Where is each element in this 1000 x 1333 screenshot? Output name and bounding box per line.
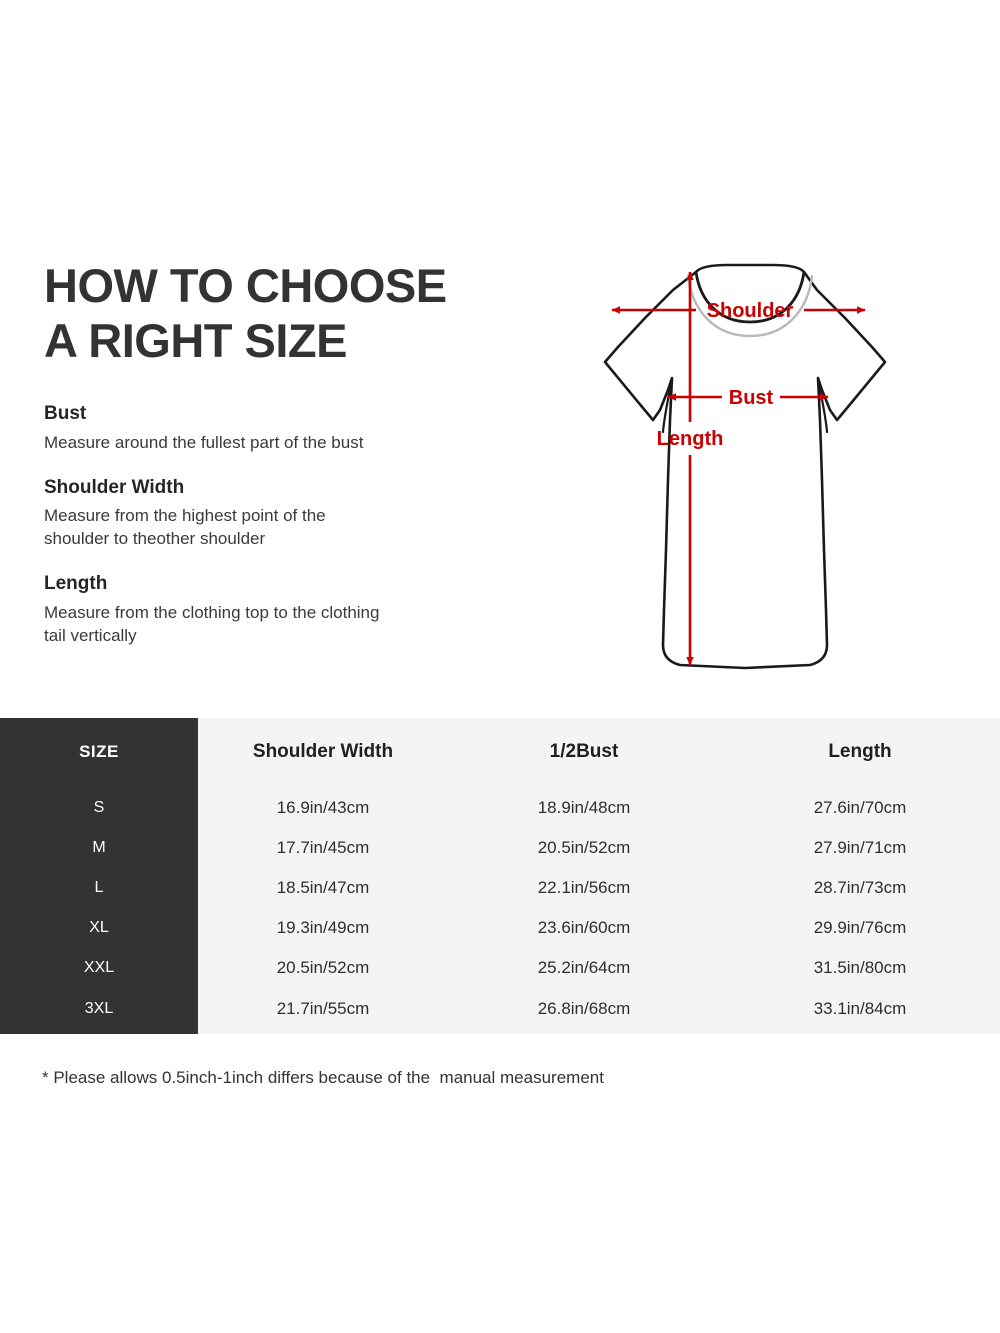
measurement-term-bust: Bust [44, 402, 87, 424]
cell-half-bust: 26.8in/68cm [537, 999, 631, 1018]
table-row: XXL 20.5in/52cm 25.2in/64cm 31.5in/80cm [0, 948, 1000, 988]
measurement-description-length: Measure from the clothing top to the clo… [44, 603, 380, 646]
column-header-half-bust: 1/2Bust [549, 741, 619, 762]
column-header-shoulder-width: Shoulder Width [252, 741, 394, 762]
measurement-guide: HOW TO CHOOSE A RIGHT SIZE Bust Measure … [44, 258, 494, 670]
tshirt-diagram: Shoulder Bust Length [500, 250, 980, 690]
cell-half-bust: 18.9in/48cm [537, 798, 631, 817]
measurement-item-length: Length Measure from the clothing top to … [44, 573, 494, 648]
cell-shoulder-width: 17.7in/45cm [276, 838, 370, 857]
cell-size: L [94, 879, 104, 896]
cell-size: M [92, 839, 106, 856]
size-column-background [0, 718, 198, 1034]
cell-shoulder-width: 16.9in/43cm [276, 798, 370, 817]
cell-shoulder-width: 20.5in/52cm [276, 958, 370, 977]
cell-half-bust: 23.6in/60cm [537, 918, 631, 937]
cell-length: 28.7in/73cm [813, 878, 907, 897]
measurement-term-shoulder-width: Shoulder Width [44, 476, 185, 498]
shoulder-measure-label: Shoulder [707, 300, 794, 322]
cell-shoulder-width: 18.5in/47cm [276, 878, 370, 897]
table-row: L 18.5in/47cm 22.1in/56cm 28.7in/73cm [0, 868, 1000, 908]
cell-shoulder-width: 19.3in/49cm [276, 918, 370, 937]
cell-length: 27.6in/70cm [813, 798, 907, 817]
tshirt-outline [603, 263, 887, 670]
cell-half-bust: 22.1in/56cm [537, 878, 631, 897]
column-header-length: Length [828, 741, 892, 762]
cell-half-bust: 20.5in/52cm [537, 838, 631, 857]
cell-length: 31.5in/80cm [813, 958, 907, 977]
cell-length: 27.9in/71cm [813, 838, 907, 857]
table-row: S 16.9in/43cm 18.9in/48cm 27.6in/70cm [0, 788, 1000, 828]
table-header-row: SIZE Shoulder Width 1/2Bust Length [0, 732, 1000, 772]
measurement-description-bust: Measure around the fullest part of the b… [44, 432, 364, 452]
column-header-size: SIZE [79, 742, 119, 761]
measurement-item-shoulder-width: Shoulder Width Measure from the highest … [44, 477, 494, 552]
table-row: M 17.7in/45cm 20.5in/52cm 27.9in/71cm [0, 828, 1000, 868]
cell-length: 29.9in/76cm [813, 918, 907, 937]
page-title: HOW TO CHOOSE A RIGHT SIZE [44, 259, 447, 368]
table-row: 3XL 21.7in/55cm 26.8in/68cm 33.1in/84cm [0, 989, 1000, 1029]
intro-section: HOW TO CHOOSE A RIGHT SIZE Bust Measure … [44, 250, 980, 690]
size-chart-table: SIZE Shoulder Width 1/2Bust Length S 16.… [0, 718, 1000, 1034]
measurement-term-length: Length [44, 573, 108, 595]
length-measure-label: Length [657, 428, 724, 450]
cell-size: XL [89, 919, 109, 936]
table-row: XL 19.3in/49cm 23.6in/60cm 29.9in/76cm [0, 908, 1000, 948]
cell-size: S [93, 799, 105, 816]
cell-size: 3XL [84, 1000, 114, 1017]
measurement-disclaimer: * Please allows 0.5inch-1inch differs be… [42, 1068, 604, 1087]
cell-length: 33.1in/84cm [813, 999, 907, 1018]
measurement-item-bust: Bust Measure around the fullest part of … [44, 403, 494, 455]
cell-size: XXL [83, 959, 115, 976]
cell-half-bust: 25.2in/64cm [537, 958, 631, 977]
measurement-description-shoulder-width: Measure from the highest point of the sh… [44, 506, 326, 549]
bust-measure-label: Bust [729, 387, 774, 409]
cell-shoulder-width: 21.7in/55cm [276, 999, 370, 1018]
table-grid: SIZE Shoulder Width 1/2Bust Length S 16.… [0, 718, 1000, 1034]
